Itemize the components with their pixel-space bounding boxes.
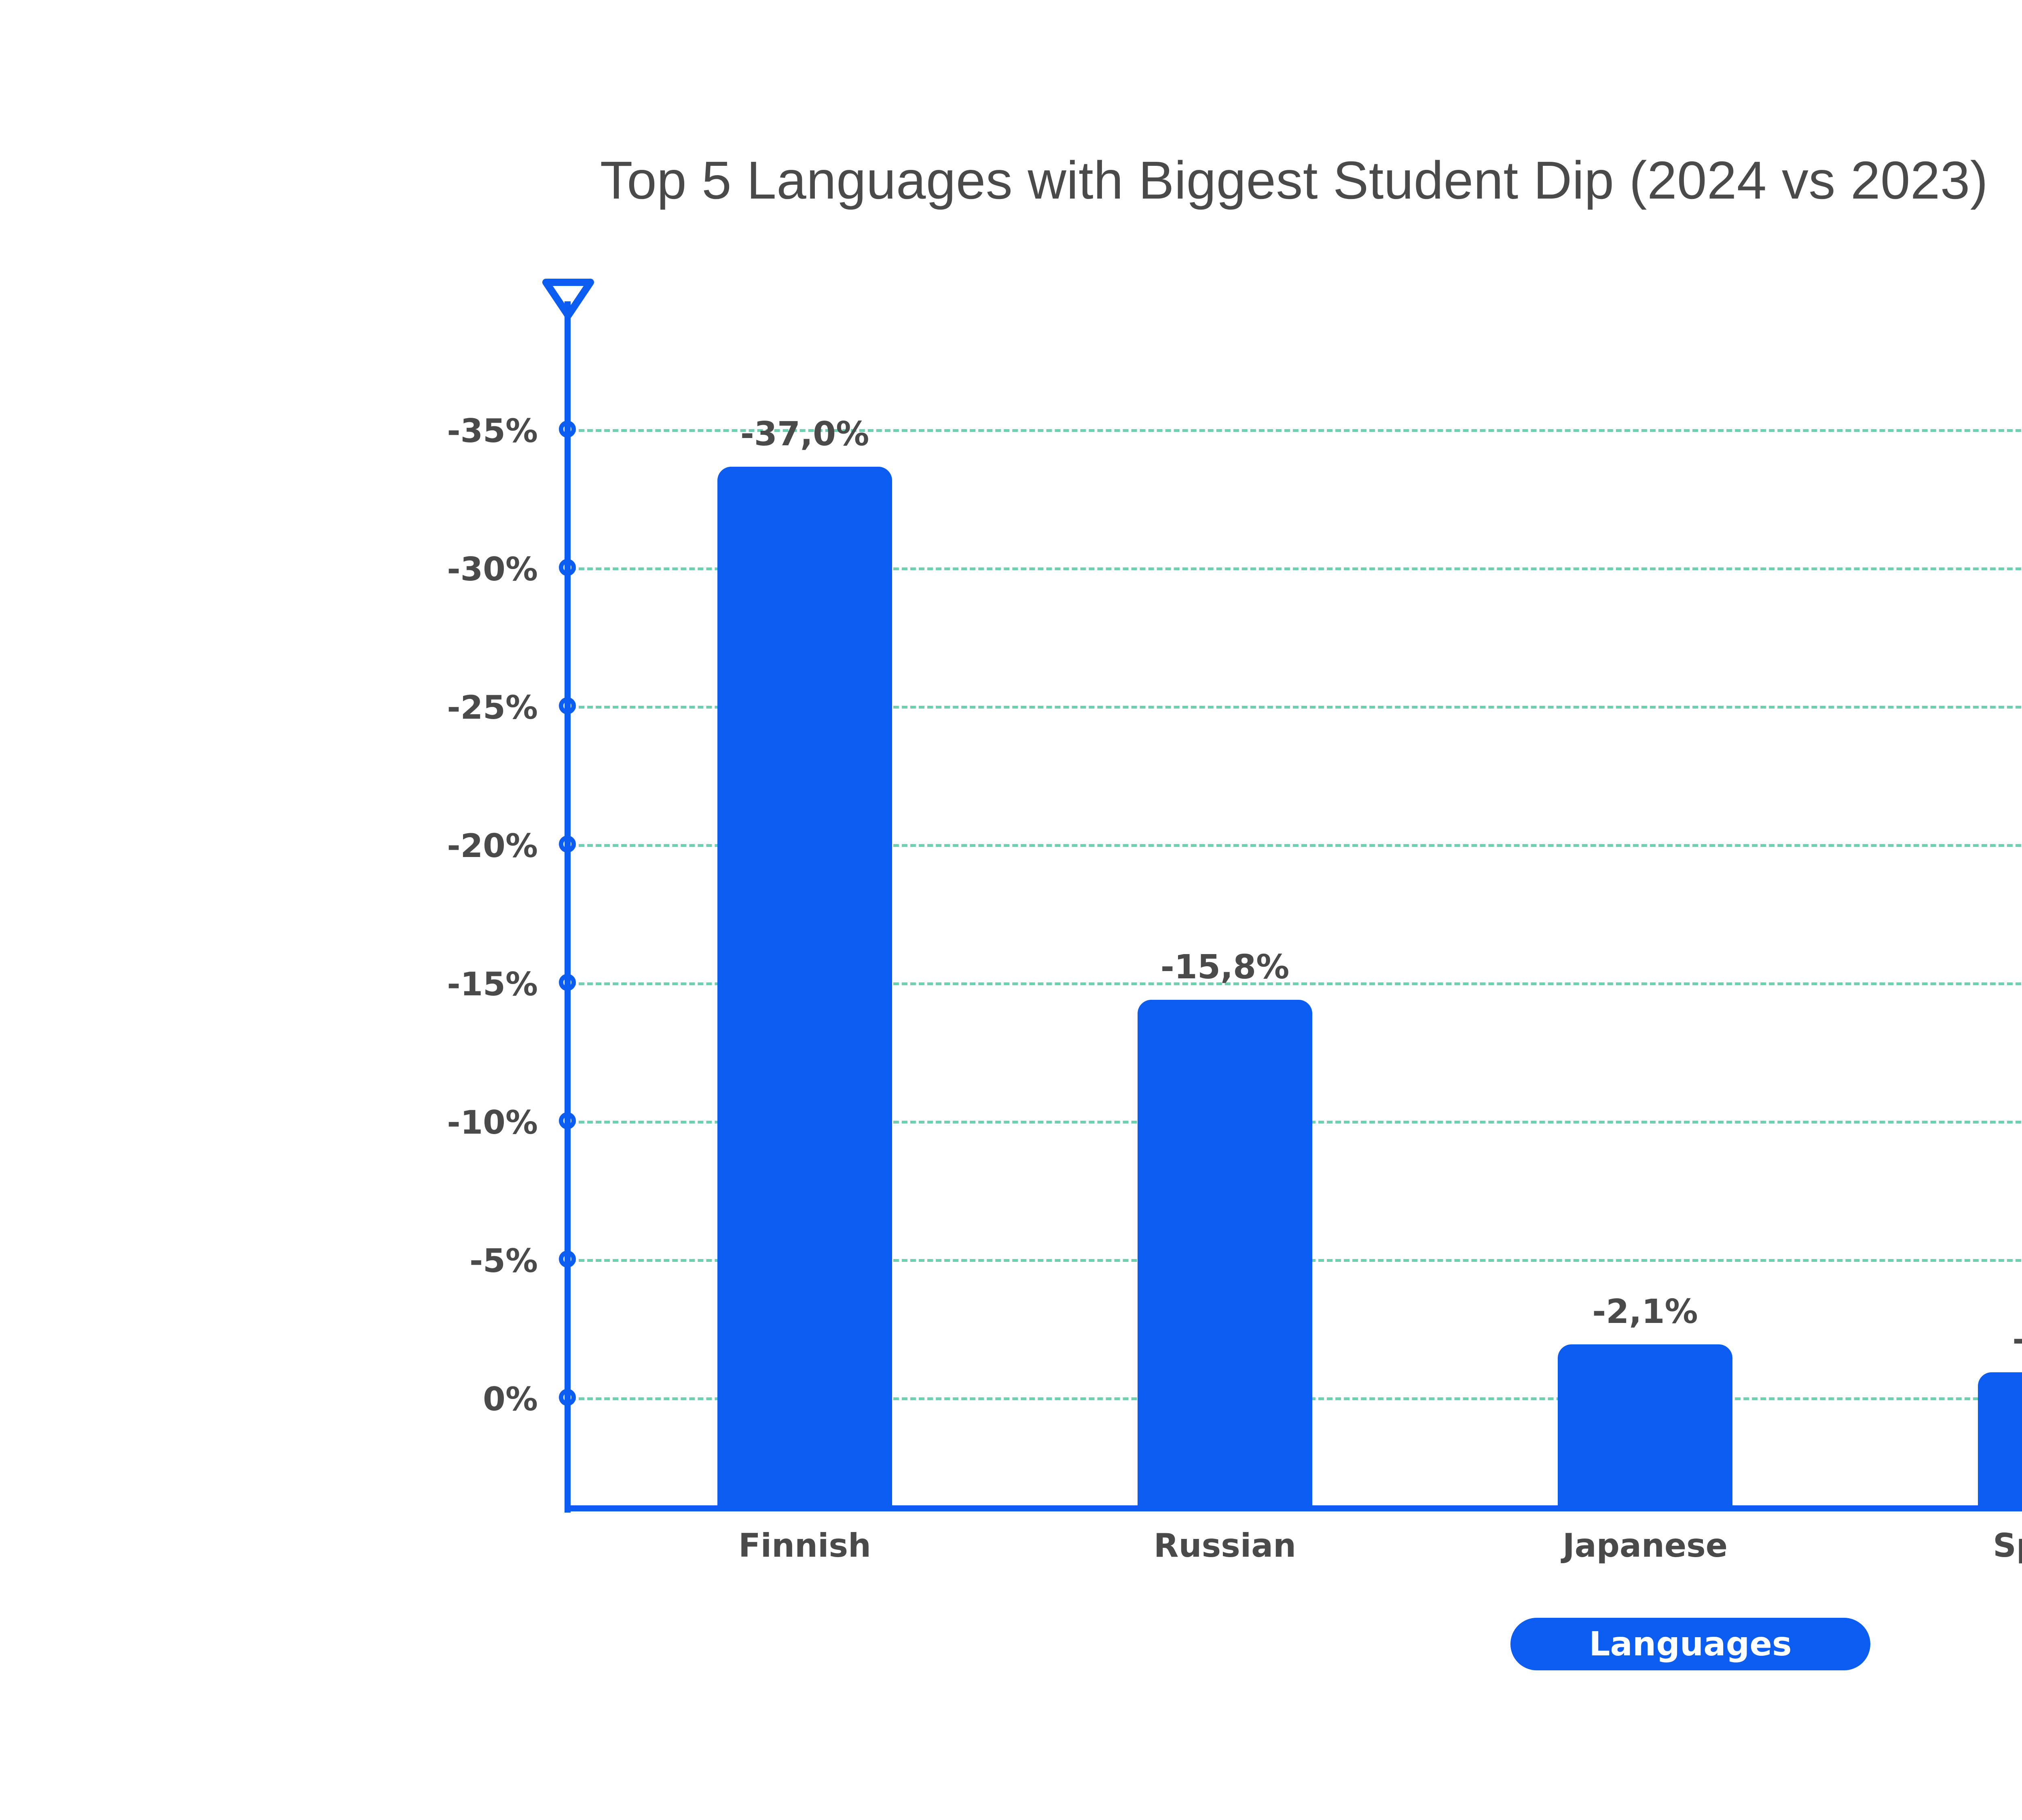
x-axis-category-label: Russian — [1153, 1527, 1297, 1564]
gridline — [570, 429, 2022, 432]
y-axis-tick-label: -30% — [447, 550, 538, 588]
gridline — [570, 567, 2022, 570]
bar-spanish[interactable] — [1978, 1372, 2022, 1508]
bar-value-label: -1,0% — [1904, 1321, 2022, 1359]
x-axis-category-label: Japanese — [1562, 1527, 1728, 1564]
bar-japanese[interactable] — [1558, 1344, 1732, 1508]
gridline — [570, 982, 2022, 985]
x-axis-title-badge: Languages — [1510, 1618, 1870, 1670]
bar-value-label: -37,0% — [740, 415, 869, 453]
x-axis-category-label: Finnish — [738, 1527, 871, 1564]
bar-finnish[interactable] — [717, 466, 892, 1508]
bar-value-label: -15,8% — [1160, 948, 1290, 987]
bar-russian[interactable] — [1138, 1000, 1312, 1508]
y-axis-tick-label: -5% — [469, 1242, 538, 1280]
y-axis-tick-label: -35% — [447, 412, 538, 450]
y-axis-tick-label: -15% — [447, 965, 538, 1003]
x-axis-category-label: Spanish — [1993, 1527, 2022, 1564]
gridline — [570, 844, 2022, 847]
chart-title: Top 5 Languages with Biggest Student Dip… — [600, 150, 1988, 210]
x-axis-title-label: Languages — [1589, 1625, 1792, 1663]
y-axis-tick-label: -20% — [447, 827, 538, 865]
y-axis-arrow-icon — [542, 279, 594, 319]
bar-value-label: -2,1% — [1592, 1293, 1698, 1331]
y-axis-tick-label: 0% — [483, 1380, 538, 1418]
y-axis-tick-label: -10% — [447, 1104, 538, 1141]
y-axis-line — [565, 301, 571, 1513]
y-axis-tick-label: -25% — [447, 689, 538, 726]
gridline — [570, 706, 2022, 709]
